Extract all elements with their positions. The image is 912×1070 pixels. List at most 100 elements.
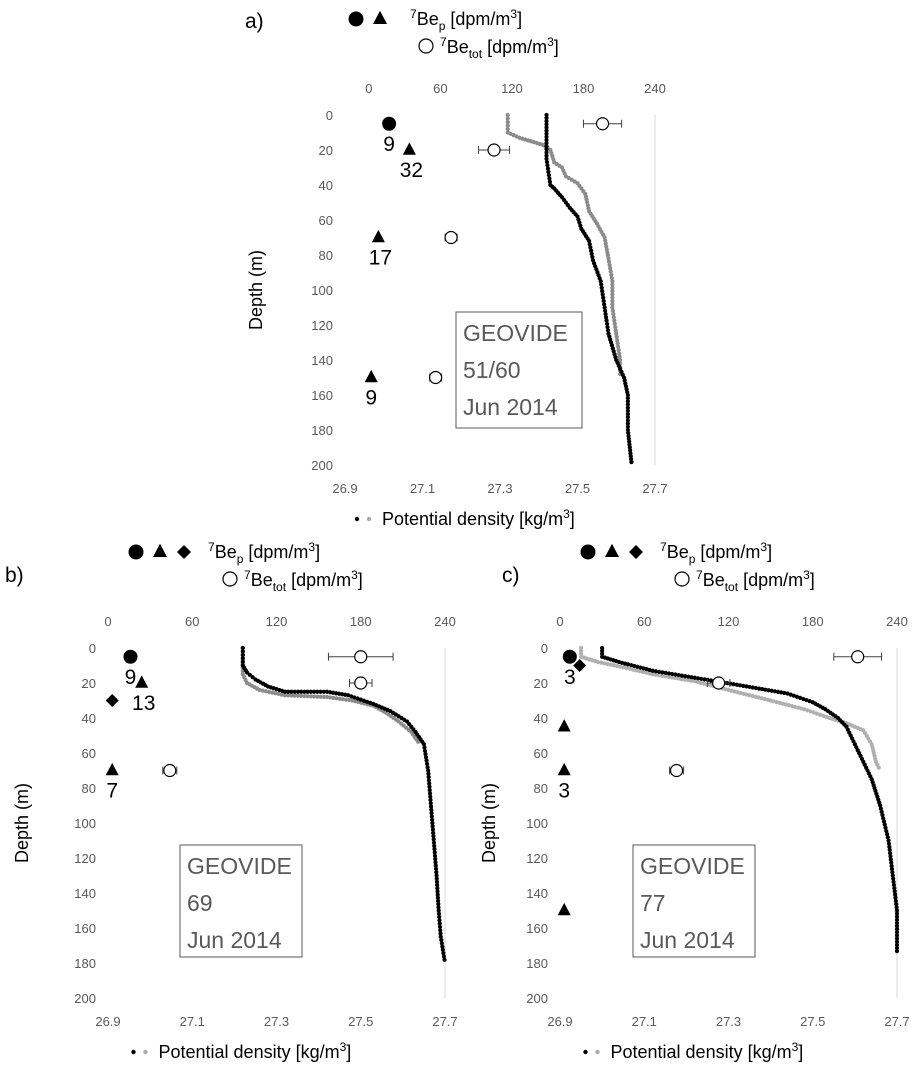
legend-gray-dot bbox=[595, 1049, 600, 1055]
y-tick-label: 120 bbox=[311, 318, 333, 333]
density-point bbox=[640, 669, 645, 675]
density-point bbox=[889, 860, 894, 865]
density-point bbox=[625, 396, 630, 401]
density-point bbox=[892, 886, 897, 891]
density-point bbox=[425, 765, 430, 770]
y-axis-label: Depth (m) bbox=[12, 783, 32, 863]
be7p-point-label: 9 bbox=[365, 387, 377, 410]
density-point bbox=[429, 814, 434, 819]
density-point bbox=[428, 794, 433, 799]
density-point bbox=[601, 295, 606, 300]
density-point bbox=[292, 693, 297, 698]
density-point bbox=[546, 169, 551, 174]
density-point bbox=[886, 838, 891, 843]
density-point bbox=[653, 672, 659, 677]
density-point bbox=[886, 841, 892, 846]
density-point bbox=[876, 765, 881, 770]
density-point bbox=[588, 245, 593, 250]
x-top-tick-label: 240 bbox=[644, 81, 666, 96]
y-tick-label: 100 bbox=[311, 283, 333, 298]
density-point bbox=[434, 879, 440, 884]
density-point bbox=[613, 328, 618, 333]
panel-label: c) bbox=[502, 564, 520, 587]
density-point bbox=[804, 697, 809, 703]
density-point bbox=[433, 866, 439, 872]
density-point bbox=[660, 673, 665, 678]
density-point bbox=[424, 761, 430, 767]
density-point bbox=[429, 807, 434, 812]
density-point bbox=[441, 951, 446, 956]
density-point bbox=[625, 418, 630, 423]
density-point bbox=[432, 853, 438, 858]
x-bottom-tick-label: 27.7 bbox=[884, 1014, 909, 1029]
be7-total-point bbox=[354, 650, 368, 664]
legend-triangle-marker bbox=[605, 543, 619, 558]
y-tick-label: 0 bbox=[326, 108, 333, 123]
density-point bbox=[670, 671, 675, 677]
x-axis-label: Potential density [kg/m3] bbox=[382, 507, 575, 529]
legend-circle-marker bbox=[580, 544, 596, 560]
density-point bbox=[260, 688, 265, 693]
density-point bbox=[547, 179, 552, 184]
density-point bbox=[257, 687, 262, 693]
density-point bbox=[747, 684, 752, 690]
density-point bbox=[891, 879, 896, 884]
density-point bbox=[240, 652, 245, 658]
be7-total-point bbox=[429, 370, 443, 385]
density-point bbox=[769, 688, 774, 693]
x-bottom-tick-label: 27.3 bbox=[487, 481, 512, 496]
density-point bbox=[436, 908, 441, 913]
density-point bbox=[610, 308, 615, 313]
density-point bbox=[302, 693, 307, 699]
density-point bbox=[267, 689, 272, 695]
density-point bbox=[670, 675, 675, 680]
density-point bbox=[305, 694, 310, 699]
density-point bbox=[439, 941, 444, 946]
density-point bbox=[544, 119, 549, 124]
density-profile-black bbox=[600, 645, 900, 954]
legend-open-circle-marker bbox=[222, 571, 238, 587]
density-point bbox=[894, 920, 900, 926]
density-point bbox=[614, 663, 619, 669]
be7p-triangle-point bbox=[402, 142, 416, 155]
density-point bbox=[423, 751, 428, 757]
x-bottom-tick-label: 26.9 bbox=[95, 1014, 120, 1029]
y-tick-label: 80 bbox=[82, 781, 96, 796]
density-point bbox=[617, 354, 622, 359]
be7-total-point bbox=[595, 117, 610, 131]
x-top-tick-label: 0 bbox=[556, 614, 563, 629]
density-point bbox=[422, 745, 427, 750]
legend-triangle-marker bbox=[153, 543, 167, 558]
station-text: Jun 2014 bbox=[640, 927, 735, 953]
legend: 7Bep [dpm/m3]7Betot [dpm/m3] bbox=[580, 540, 815, 594]
density-point bbox=[590, 254, 595, 260]
density-point bbox=[428, 804, 434, 809]
density-point bbox=[760, 687, 765, 692]
density-point bbox=[544, 141, 549, 146]
be7p-point-label: 32 bbox=[400, 159, 423, 182]
density-point bbox=[650, 672, 655, 677]
density-point bbox=[295, 693, 300, 698]
density-point bbox=[637, 669, 642, 674]
density-point bbox=[505, 123, 510, 128]
density-point bbox=[891, 876, 896, 881]
be7-total-point bbox=[444, 230, 458, 245]
y-tick-label: 140 bbox=[311, 353, 333, 368]
density-point bbox=[744, 684, 749, 689]
y-tick-label: 40 bbox=[319, 178, 333, 193]
be7-total-point bbox=[669, 763, 684, 778]
density-point bbox=[426, 778, 432, 783]
density-point bbox=[785, 691, 790, 696]
density-point bbox=[600, 292, 605, 297]
be7-total-point bbox=[851, 650, 865, 664]
density-point bbox=[737, 683, 743, 688]
density-point bbox=[435, 892, 440, 897]
density-point bbox=[547, 176, 552, 181]
x-top-tick-label: 240 bbox=[434, 614, 456, 629]
density-point bbox=[695, 676, 701, 681]
density-point bbox=[611, 311, 616, 317]
density-point bbox=[578, 645, 584, 651]
density-point bbox=[605, 325, 610, 330]
density-point bbox=[250, 675, 255, 680]
be7p-point-label: 7 bbox=[106, 780, 118, 803]
